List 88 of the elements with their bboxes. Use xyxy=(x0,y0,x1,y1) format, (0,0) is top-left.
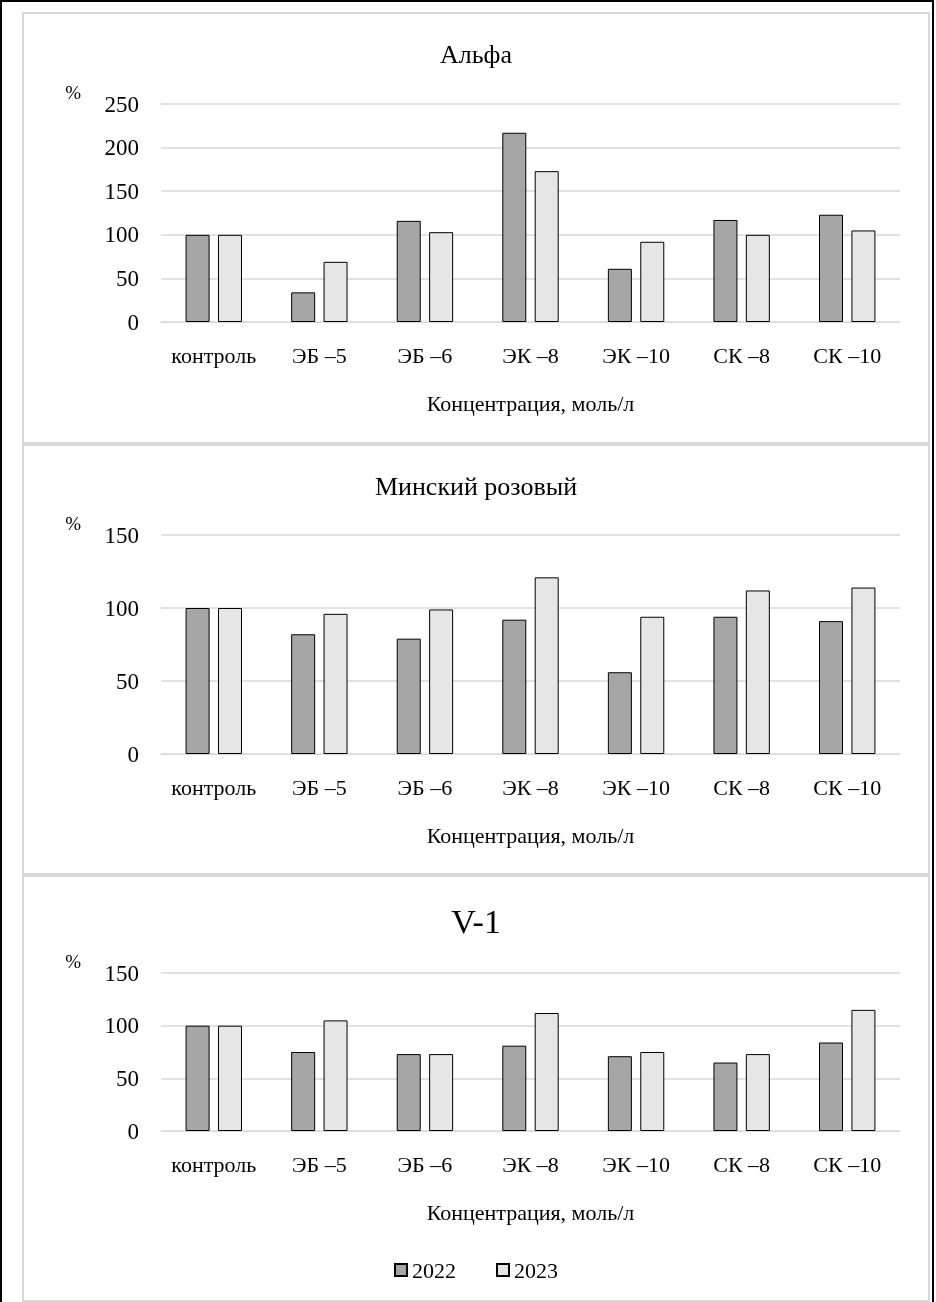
bar xyxy=(745,590,770,754)
bar xyxy=(185,608,210,754)
bar xyxy=(323,261,348,322)
y-axis-title: % xyxy=(65,82,82,103)
bar xyxy=(217,234,242,322)
y-tick-label: 200 xyxy=(104,135,139,161)
y-tick-label: 50 xyxy=(116,1065,139,1091)
x-tick-label: ЭБ –6 xyxy=(397,1151,453,1177)
bar xyxy=(429,232,454,322)
y-tick-label: 250 xyxy=(104,91,139,117)
x-tick-label: СК –8 xyxy=(713,1151,771,1177)
y-tick-label: 0 xyxy=(127,741,139,767)
x-tick-label: контроль xyxy=(171,1151,257,1177)
y-tick-label: 50 xyxy=(116,265,139,291)
bar xyxy=(851,587,876,754)
bar xyxy=(323,1020,348,1131)
bar xyxy=(819,214,844,322)
bar xyxy=(502,619,527,754)
bar xyxy=(713,1062,738,1131)
x-tick-label: ЭБ –5 xyxy=(292,774,347,800)
x-axis-title: Концентрация, моль/л xyxy=(426,822,635,848)
bar xyxy=(745,234,770,322)
bar xyxy=(640,241,665,322)
y-axis-title: % xyxy=(65,513,82,534)
bar xyxy=(396,220,421,322)
bar xyxy=(291,634,316,754)
x-tick-label: ЭК –10 xyxy=(602,342,670,368)
bar xyxy=(534,171,559,322)
x-tick-label: контроль xyxy=(171,342,257,368)
y-tick-label: 100 xyxy=(104,1013,139,1039)
x-tick-label: СК –10 xyxy=(813,342,882,368)
bar xyxy=(291,292,316,322)
x-tick-label: ЭБ –5 xyxy=(292,342,347,368)
bar xyxy=(819,621,844,754)
bar xyxy=(640,616,665,754)
x-tick-label: ЭК –8 xyxy=(502,342,559,368)
bar xyxy=(217,1025,242,1131)
bar xyxy=(851,1009,876,1131)
bar xyxy=(534,577,559,754)
x-tick-label: ЭК –8 xyxy=(502,774,559,800)
legend-label: 2023 xyxy=(514,1257,558,1283)
x-tick-label: ЭБ –5 xyxy=(292,1151,347,1177)
bar xyxy=(713,616,738,754)
x-axis-title: Концентрация, моль/л xyxy=(426,1199,635,1225)
bar xyxy=(534,1013,559,1131)
bar xyxy=(429,1054,454,1131)
y-tick-label: 100 xyxy=(104,595,139,621)
chart-title: Альфа xyxy=(440,39,513,69)
bar xyxy=(640,1052,665,1131)
bar xyxy=(745,1054,770,1131)
bar xyxy=(323,613,348,754)
bar xyxy=(502,132,527,322)
bar xyxy=(396,638,421,754)
bar xyxy=(819,1042,844,1131)
bar xyxy=(185,1025,210,1131)
y-tick-label: 150 xyxy=(104,178,139,204)
y-tick-label: 0 xyxy=(127,1118,139,1144)
x-tick-label: ЭБ –6 xyxy=(397,342,453,368)
x-tick-label: ЭК –10 xyxy=(602,774,670,800)
x-tick-label: контроль xyxy=(171,774,257,800)
bar xyxy=(607,268,632,322)
x-tick-label: ЭБ –6 xyxy=(397,774,453,800)
y-tick-label: 0 xyxy=(127,309,139,335)
x-tick-label: СК –10 xyxy=(813,774,882,800)
bar xyxy=(713,219,738,322)
y-tick-label: 50 xyxy=(116,668,139,694)
bar xyxy=(217,608,242,754)
x-tick-label: СК –8 xyxy=(713,342,771,368)
x-axis-title: Концентрация, моль/л xyxy=(426,390,635,416)
x-tick-label: ЭК –10 xyxy=(602,1151,670,1177)
bar xyxy=(607,672,632,754)
bar xyxy=(185,234,210,322)
y-tick-label: 100 xyxy=(104,222,139,248)
chart-title: V-1 xyxy=(451,902,501,940)
x-tick-label: СК –8 xyxy=(713,774,771,800)
y-tick-label: 150 xyxy=(104,522,139,548)
x-tick-label: СК –10 xyxy=(813,1151,882,1177)
bar xyxy=(502,1045,527,1131)
x-tick-label: ЭК –8 xyxy=(502,1151,559,1177)
bar xyxy=(851,230,876,322)
y-tick-label: 150 xyxy=(104,960,139,986)
y-axis-title: % xyxy=(65,951,82,972)
bar xyxy=(396,1054,421,1131)
legend-label: 2022 xyxy=(412,1257,456,1283)
bar xyxy=(607,1056,632,1131)
bar xyxy=(429,609,454,754)
chart-title: Минский розовый xyxy=(374,471,578,501)
bar xyxy=(291,1052,316,1131)
